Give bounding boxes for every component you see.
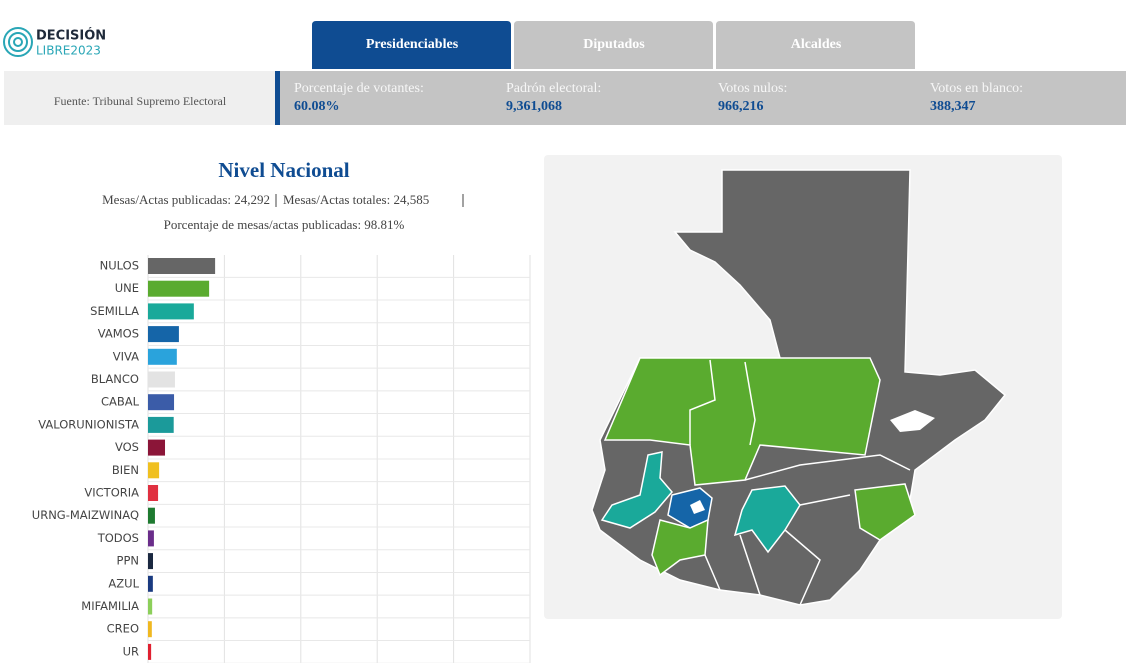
chart-subtitle: Porcentaje de mesas/actas publicadas: 98… (164, 217, 405, 232)
tab[interactable]: Diputados (514, 21, 713, 69)
y-tick-label: UNE (115, 281, 139, 295)
map (544, 155, 1062, 619)
lake (890, 410, 935, 432)
tab-bg (312, 21, 511, 69)
logo-icon (13, 37, 23, 47)
bar[interactable] (148, 348, 177, 365)
lake (690, 500, 705, 514)
department[interactable] (651, 518, 709, 577)
tab-label: Alcaldes (791, 37, 842, 52)
tab-label: Diputados (583, 37, 645, 52)
bar[interactable] (148, 394, 175, 411)
bar[interactable] (148, 439, 166, 456)
border (689, 359, 716, 445)
source-text: Fuente: Tribunal Supremo Electoral (54, 94, 227, 108)
bar[interactable] (148, 280, 210, 297)
bar[interactable] (148, 530, 154, 547)
bar-chart: NULOS UNE SEMILLA VAMOS VIVA BLANCO CABAL VALOR… (32, 255, 531, 663)
y-tick-label: URNG-MAIZWINAQ (32, 508, 139, 522)
y-tick-label: VIVA (113, 349, 139, 363)
tabs: Presidenciables Diputados Alcaldes (312, 21, 915, 69)
tab-bg (716, 21, 915, 69)
border (744, 361, 756, 446)
bar[interactable] (148, 326, 179, 343)
source-box (4, 71, 275, 125)
y-tick-label: MIFAMILIA (81, 599, 139, 613)
bar[interactable] (148, 371, 175, 388)
y-tick-label: UR (123, 644, 139, 658)
bar[interactable] (148, 598, 153, 615)
y-tick-label: VICTORIA (84, 486, 139, 500)
bar[interactable] (148, 258, 216, 274)
chart-title: Nivel Nacional (218, 158, 349, 182)
department[interactable] (600, 451, 673, 529)
y-tick-label: PPN (117, 554, 139, 568)
bar[interactable] (148, 303, 194, 320)
bar[interactable] (148, 575, 153, 592)
logo-icon (8, 32, 28, 52)
y-tick-label: AZUL (108, 576, 139, 590)
bar[interactable] (148, 416, 174, 433)
stat-label: Porcentaje de votantes: (294, 81, 424, 96)
stats: Porcentaje de votantes: 60.08% Padrón elec… (294, 81, 1023, 114)
department[interactable] (733, 485, 801, 554)
stats-accent (275, 71, 280, 125)
y-tick-label: VAMOS (98, 327, 139, 341)
chart-subtitle: Mesas/Actas publicadas: 24,292 (102, 192, 270, 207)
logo[interactable]: DECISIÓN LIBRE2023 (3, 27, 106, 58)
stats-bar (280, 71, 1126, 125)
stat-value: 388,347 (930, 99, 976, 114)
tab[interactable]: Alcaldes (716, 21, 915, 69)
y-tick-label: SEMILLA (90, 304, 139, 318)
stat-value: 9,361,068 (506, 99, 562, 114)
logo-text: LIBRE2023 (36, 44, 101, 58)
y-tick-label: VOS (115, 440, 139, 454)
stat-label: Votos en blanco: (930, 81, 1023, 96)
y-tick-label: BLANCO (91, 372, 139, 386)
border (704, 454, 911, 606)
y-tick-label: CREO (107, 622, 139, 636)
bar[interactable] (148, 553, 154, 570)
y-tick-label: VALORUNIONISTA (38, 417, 139, 431)
bar[interactable] (148, 485, 159, 501)
bar[interactable] (148, 507, 155, 524)
bar[interactable] (148, 643, 152, 660)
y-tick-label: TODOS (97, 531, 139, 545)
bar[interactable] (148, 462, 160, 479)
stat-label: Padrón electoral: (506, 81, 601, 96)
stat-label: Votos nulos: (718, 81, 787, 96)
stat-value: 966,216 (718, 99, 764, 114)
chart-subtitle: Mesas/Actas totales: 24,585 (283, 192, 429, 207)
logo-icon (3, 27, 33, 57)
y-tick-label: NULOS (100, 259, 139, 273)
department[interactable] (854, 483, 916, 541)
stat-value: 60.08% (294, 99, 340, 114)
y-tick-label: CABAL (101, 395, 140, 409)
bar[interactable] (148, 621, 152, 638)
y-tick-label: BIEN (112, 463, 139, 477)
tab-label: Presidenciables (366, 37, 459, 52)
tab[interactable]: Presidenciables (312, 21, 511, 69)
tab-bg (514, 21, 713, 69)
logo-text: DECISIÓN (36, 28, 106, 44)
